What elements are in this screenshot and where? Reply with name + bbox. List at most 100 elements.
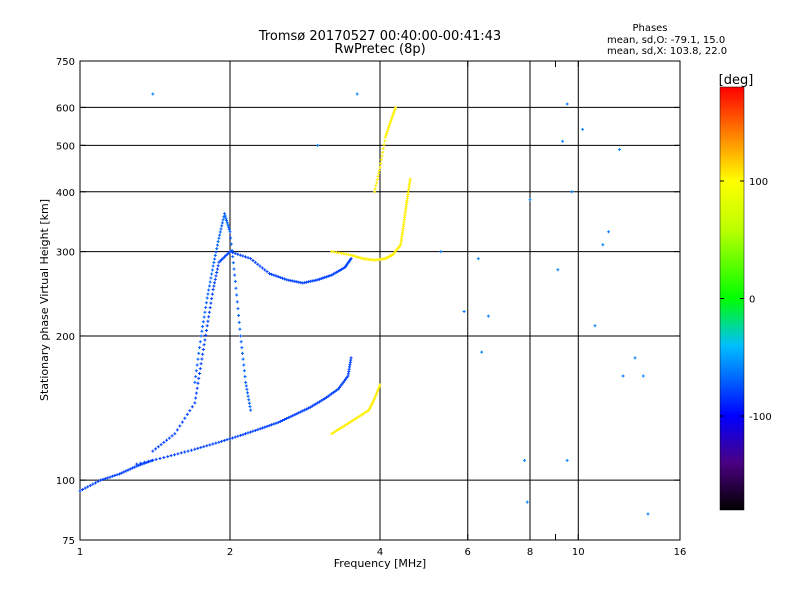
data-point <box>237 320 241 324</box>
data-point <box>229 242 233 246</box>
data-point <box>341 380 345 384</box>
data-point <box>211 264 215 268</box>
data-point <box>253 428 257 432</box>
data-point <box>185 412 189 416</box>
data-point <box>162 456 166 460</box>
data-point <box>247 398 251 402</box>
data-point <box>335 429 339 433</box>
data-point <box>233 273 237 277</box>
data-point <box>228 230 232 234</box>
data-point <box>212 284 216 288</box>
data-point <box>197 351 201 355</box>
data-point <box>173 453 177 457</box>
data-point <box>641 374 645 378</box>
data-point <box>256 428 260 432</box>
data-point <box>561 139 565 143</box>
data-point <box>373 187 377 191</box>
data-point <box>106 476 110 480</box>
data-point <box>375 181 379 185</box>
data-point <box>230 248 234 252</box>
data-point <box>188 409 192 413</box>
data-point <box>212 260 216 264</box>
data-point <box>347 421 351 425</box>
data-point <box>199 334 203 338</box>
data-point <box>203 310 207 314</box>
data-point <box>276 420 280 424</box>
data-point <box>239 334 243 338</box>
data-point <box>198 367 202 371</box>
data-point <box>278 275 282 279</box>
data-point <box>384 133 388 137</box>
data-point <box>221 218 225 222</box>
data-point <box>330 432 334 436</box>
data-point <box>193 380 197 384</box>
data-point <box>379 162 383 166</box>
data-point <box>336 428 340 432</box>
data-point <box>213 277 217 281</box>
data-point <box>198 372 202 376</box>
data-point <box>91 482 95 486</box>
data-point <box>199 446 203 450</box>
data-point <box>242 369 246 373</box>
data-point <box>241 254 245 258</box>
data-point <box>228 437 232 441</box>
data-point <box>330 392 334 396</box>
data-point <box>607 230 611 234</box>
data-point <box>235 300 239 304</box>
data-point <box>317 277 321 281</box>
data-point <box>210 292 214 296</box>
data-point <box>207 310 211 314</box>
data-point <box>570 190 574 194</box>
data-point <box>230 436 234 440</box>
data-point <box>130 466 134 470</box>
data-point <box>200 329 204 333</box>
data-point <box>204 306 208 310</box>
data-point <box>267 424 271 428</box>
data-point <box>565 102 569 106</box>
data-point <box>306 406 310 410</box>
data-point <box>349 420 353 424</box>
data-point <box>202 315 206 319</box>
data-point <box>251 259 255 263</box>
data-point <box>341 266 345 270</box>
data-point <box>219 227 223 231</box>
data-point <box>326 274 330 278</box>
data-point <box>283 277 287 281</box>
data-point <box>335 270 339 274</box>
data-point <box>338 427 342 431</box>
x-tick-label: 6 <box>465 547 471 558</box>
data-point <box>154 447 158 451</box>
data-point <box>215 243 219 247</box>
data-point <box>556 268 560 272</box>
data-point <box>159 443 163 447</box>
data-point <box>267 272 271 276</box>
data-point <box>193 401 197 405</box>
data-point <box>270 423 274 427</box>
data-point <box>175 428 179 432</box>
data-point <box>385 129 389 133</box>
data-point <box>236 307 240 311</box>
data-point <box>439 250 443 254</box>
data-point <box>321 398 325 402</box>
data-point <box>236 434 240 438</box>
data-point <box>276 275 280 279</box>
data-point <box>170 434 174 438</box>
data-point <box>383 139 387 143</box>
data-point <box>233 251 237 255</box>
data-point <box>156 445 160 449</box>
colorbar-tick-label: -100 <box>749 412 772 423</box>
data-point <box>196 446 200 450</box>
data-point <box>154 457 158 461</box>
data-point <box>303 408 307 412</box>
data-point <box>241 357 245 361</box>
data-point <box>237 313 241 317</box>
data-point <box>143 461 147 465</box>
data-point <box>216 264 220 268</box>
data-point <box>201 352 205 356</box>
data-point <box>204 301 208 305</box>
data-point <box>120 471 124 475</box>
data-point <box>312 403 316 407</box>
data-point <box>194 375 198 379</box>
data-point <box>243 375 247 379</box>
